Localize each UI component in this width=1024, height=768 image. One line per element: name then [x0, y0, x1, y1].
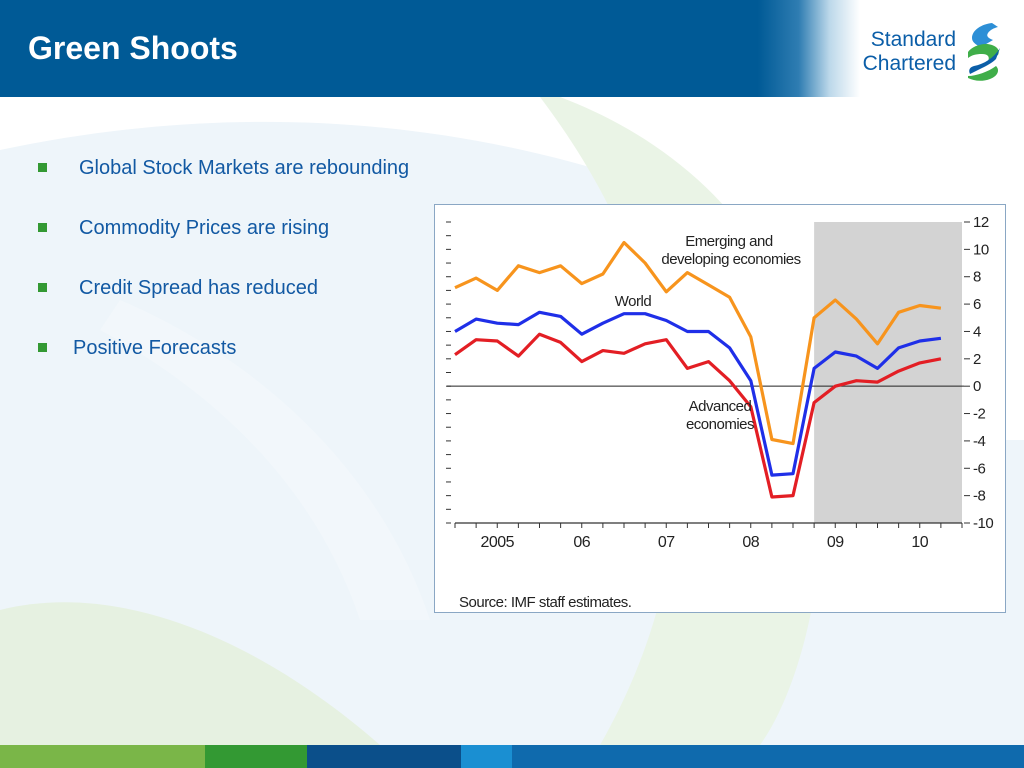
- standard-chartered-logo: Standard Chartered: [846, 20, 1006, 82]
- header-bar: Green Shoots Standard Chartered: [0, 0, 1024, 97]
- x-tick-label: 08: [742, 534, 759, 551]
- y-tick-label: -2: [973, 406, 985, 423]
- footer-segment-light-green: [0, 745, 205, 768]
- y-tick-label: -10: [973, 515, 993, 532]
- bullet-square-icon: [38, 283, 47, 292]
- chart-svg: 12 10 8 6 4 2 0 -2 -4 -6 -8 -10 2005 06 07 08 09 10 Emergi…: [446, 214, 994, 611]
- footer-bar: [0, 745, 1024, 768]
- series-line-emerging: [454, 240, 942, 446]
- logo-wordmark: Standard Chartered: [846, 28, 956, 76]
- y-tick-label: 12: [973, 214, 989, 231]
- x-tick-label: 06: [573, 534, 590, 551]
- y-tick-label: -6: [973, 460, 985, 477]
- footer-segment-sky: [461, 745, 512, 768]
- y-tick-label: 8: [973, 269, 981, 286]
- bullet-square-icon: [38, 163, 47, 172]
- y-tick-label: 2: [973, 351, 981, 368]
- bullet-square-icon: [38, 223, 47, 232]
- footer-segment-navy: [307, 745, 461, 768]
- series-label-advanced: Advanced: [689, 398, 752, 415]
- logo-line-2: Chartered: [862, 52, 956, 75]
- bullet-text: Credit Spread has reduced: [79, 277, 319, 299]
- series-line-world: [454, 310, 942, 477]
- series-label-emerging: Emerging and: [685, 233, 773, 250]
- series-label-emerging: developing economies: [661, 251, 800, 268]
- source-note: Source: IMF staff estimates.: [459, 594, 631, 611]
- forecast-region: [814, 222, 962, 523]
- x-tick-label: 07: [658, 534, 675, 551]
- slide-title: Green Shoots: [28, 30, 238, 66]
- bullet-text: Positive Forecasts: [73, 337, 237, 359]
- series-label-advanced: economies: [686, 416, 754, 433]
- growth-chart: 12 10 8 6 4 2 0 -2 -4 -6 -8 -10 2005 06 07 08 09 10 Emergi…: [434, 204, 1006, 613]
- bullet-text: Global Stock Markets are rebounding: [79, 157, 410, 179]
- footer-segment-green: [205, 745, 307, 768]
- x-tick-label: 09: [827, 534, 844, 551]
- y-tick-label: 4: [973, 323, 981, 340]
- series-line-advanced: [454, 332, 942, 499]
- footer-segment-blue: [512, 745, 1024, 768]
- y-tick-label: 0: [973, 378, 981, 395]
- x-tick-label: 10: [911, 534, 928, 551]
- bullet-text: Commodity Prices are rising: [79, 217, 330, 239]
- logo-stripes-icon: [968, 23, 1000, 81]
- logo-line-1: Standard: [870, 28, 956, 51]
- y-tick-label: 10: [973, 241, 989, 258]
- y-tick-label: -4: [973, 433, 985, 450]
- x-tick-label: 2005: [480, 534, 514, 551]
- bullet-square-icon: [38, 343, 47, 352]
- y-tick-label: -8: [973, 488, 985, 505]
- y-tick-label: 6: [973, 296, 981, 313]
- series-label-world: World: [615, 293, 652, 310]
